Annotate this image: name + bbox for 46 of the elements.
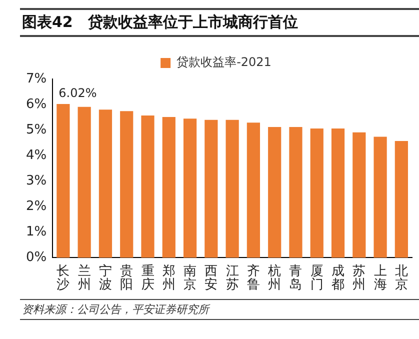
y-tick-label: 4% <box>26 148 47 163</box>
x-tick-label: 厦门 <box>310 264 324 293</box>
bar <box>98 110 112 258</box>
y-tick-label: 5% <box>26 122 47 138</box>
x-tick-label: 成都 <box>332 264 345 293</box>
y-tick-label: 6% <box>26 96 47 112</box>
bar <box>141 116 154 258</box>
text: 资料来源：公司公告，平安证券研究所 <box>20 299 419 320</box>
x-tick-label: 兰州 <box>78 264 91 293</box>
x-tick-label: 上海 <box>374 264 387 293</box>
x-tick-label: 江苏 <box>226 264 239 293</box>
x-tick-label: 南京 <box>184 264 197 293</box>
x-tick-label: 苏州 <box>352 264 366 293</box>
bar <box>289 126 302 258</box>
data-label: 6.02% <box>58 86 97 100</box>
bar <box>352 132 366 258</box>
bar <box>162 117 176 258</box>
x-tick-label: 齐鲁 <box>246 264 260 293</box>
bar <box>226 120 239 258</box>
x-tick-label: 长沙 <box>56 264 70 293</box>
y-tick-label: 3% <box>26 173 47 188</box>
bar <box>394 141 408 258</box>
x-tick-label: 贵阳 <box>120 264 134 293</box>
x-tick-label: 宁波 <box>98 262 112 293</box>
y-tick-label: 7% <box>26 71 47 86</box>
y-tick-label: 1% <box>26 224 47 240</box>
bar <box>310 128 324 258</box>
bar <box>120 111 134 258</box>
x-tick-label: 重庆 <box>141 264 154 293</box>
bar <box>204 120 218 258</box>
y-tick-label: 2% <box>26 199 47 214</box>
bar <box>183 118 197 258</box>
bar <box>78 106 91 258</box>
y-tick-label: 0% <box>26 250 47 266</box>
bar <box>56 104 70 258</box>
x-tick-label: 西安 <box>204 264 218 293</box>
bar <box>331 128 345 258</box>
bar <box>374 136 387 258</box>
bar <box>246 122 260 258</box>
x-tick-label: 北京 <box>394 264 408 293</box>
x-tick-label: 青岛 <box>289 264 302 293</box>
chart-title: 图表42 贷款收益率位于上市城商行首位 <box>20 8 419 37</box>
bar <box>268 126 282 258</box>
x-tick-label: 郑州 <box>162 264 176 293</box>
x-tick-label: 杭州 <box>267 264 282 293</box>
legend-label: 贷款收益率-2021 <box>176 55 272 70</box>
